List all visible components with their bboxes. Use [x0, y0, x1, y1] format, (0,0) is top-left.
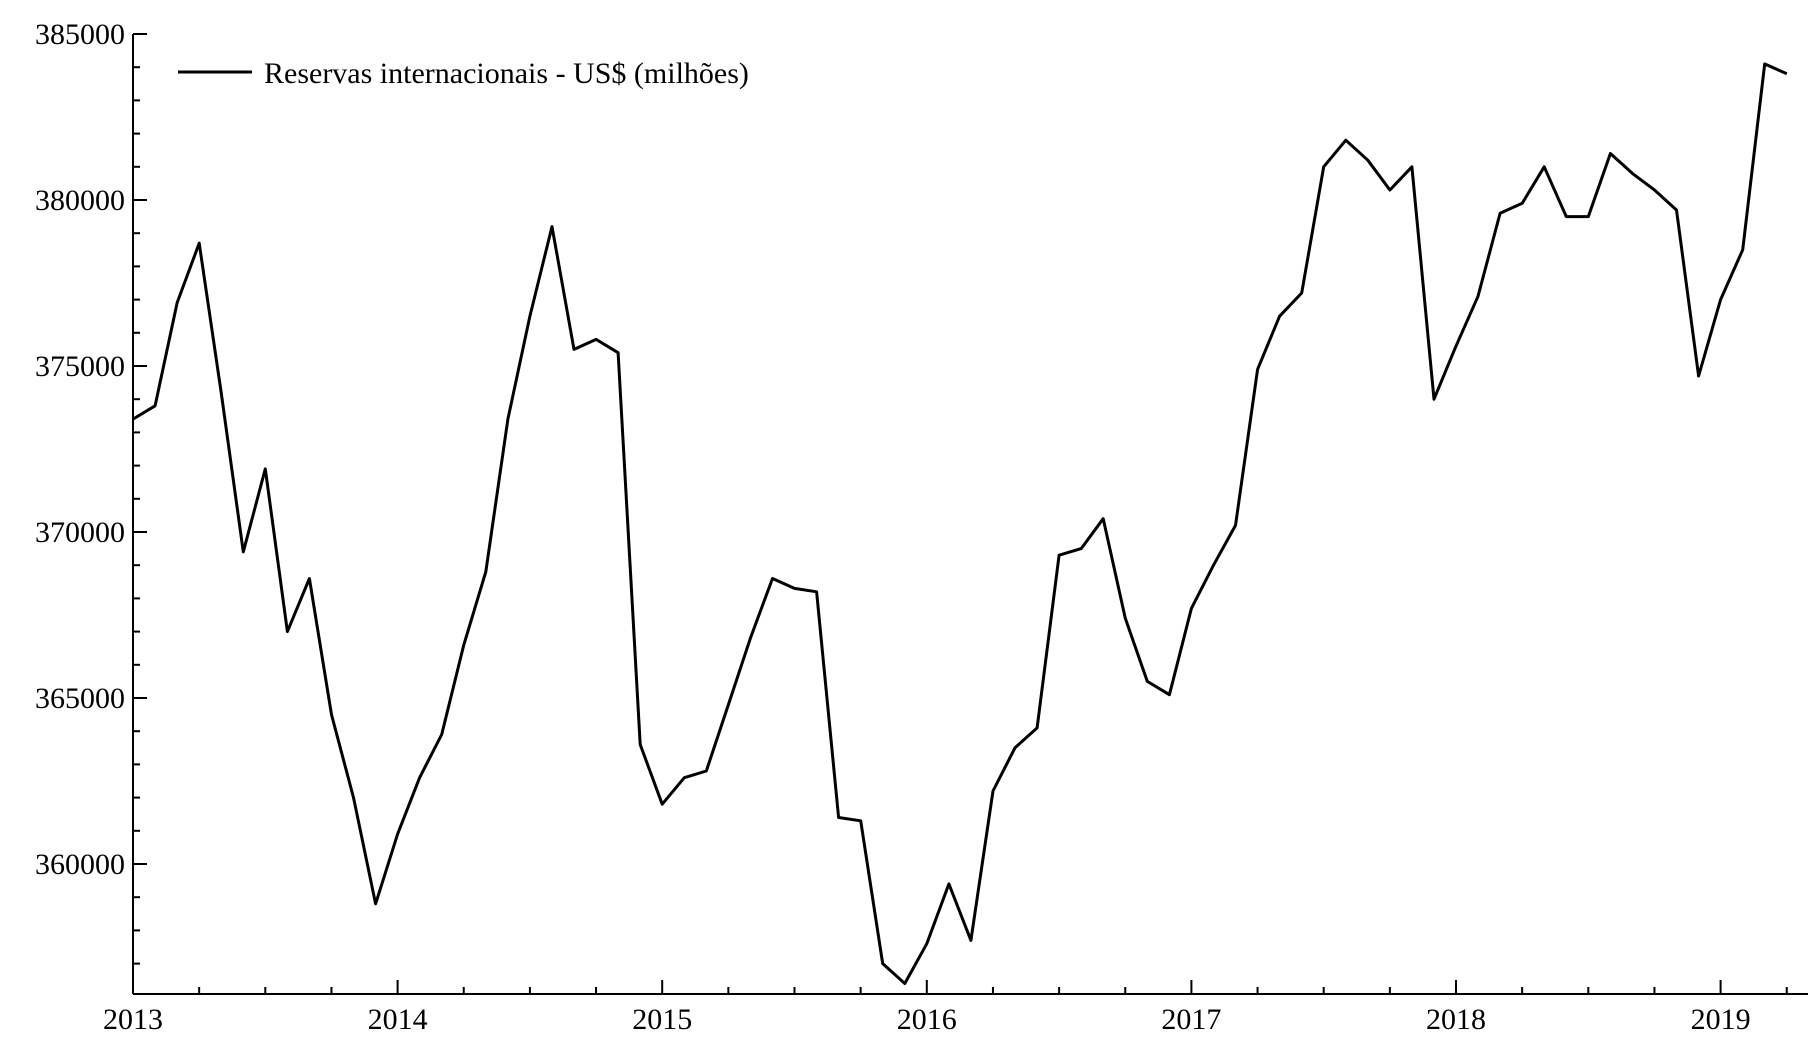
y-tick-label: 360000 — [35, 848, 125, 881]
x-tick-label: 2013 — [103, 1003, 163, 1036]
series-line — [132, 62, 1788, 985]
y-axis: 360000 365000 370000 375000 380000 385000 — [35, 18, 147, 994]
y-tick-label: 375000 — [35, 350, 125, 383]
x-tick-label: 2015 — [632, 1003, 692, 1036]
x-tick-label: 2017 — [1161, 1003, 1221, 1036]
y-tick-label: 370000 — [35, 516, 125, 549]
y-tick-label: 385000 — [35, 18, 125, 51]
x-tick-label: 2019 — [1691, 1003, 1751, 1036]
y-tick-label: 365000 — [35, 682, 125, 715]
x-tick-label: 2016 — [897, 1003, 957, 1036]
series-lines — [132, 62, 1788, 985]
x-tick-label: 2014 — [368, 1003, 428, 1036]
legend-label: Reservas internacionais - US$ (milhões) — [264, 57, 749, 90]
legend: Reservas internacionais - US$ (milhões) — [178, 57, 749, 90]
x-axis: 2013 2014 2015 2016 2017 2018 2019 — [103, 980, 1808, 1036]
y-tick-label: 380000 — [35, 184, 125, 217]
x-tick-label: 2018 — [1426, 1003, 1486, 1036]
